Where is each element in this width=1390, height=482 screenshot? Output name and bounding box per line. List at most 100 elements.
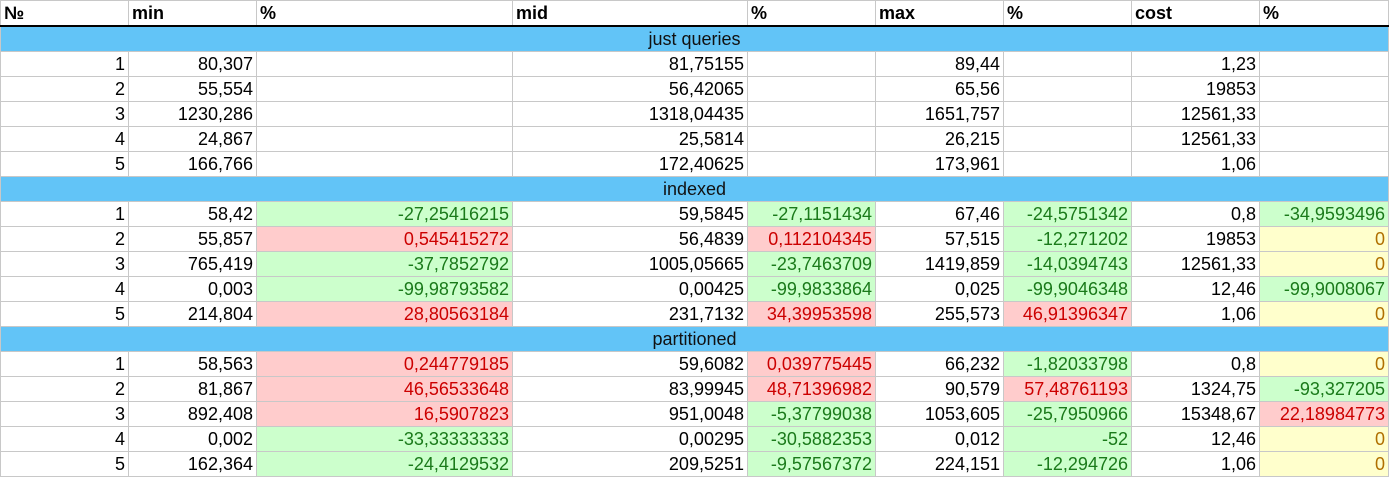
table-cell[interactable]: 0 xyxy=(1259,301,1389,327)
table-cell[interactable] xyxy=(1003,126,1132,152)
table-cell[interactable] xyxy=(1259,51,1389,77)
table-cell[interactable]: 2 xyxy=(0,76,129,102)
table-cell[interactable]: 5 xyxy=(0,151,129,177)
table-cell[interactable]: 173,961 xyxy=(875,151,1004,177)
table-cell[interactable]: 46,91396347 xyxy=(1003,301,1132,327)
table-cell[interactable]: 0,8 xyxy=(1131,351,1260,377)
table-cell[interactable] xyxy=(256,151,513,177)
table-cell[interactable]: 0,00295 xyxy=(512,426,748,452)
table-cell[interactable]: -93,327205 xyxy=(1259,376,1389,402)
table-cell[interactable] xyxy=(1003,76,1132,102)
table-cell[interactable]: 81,867 xyxy=(128,376,257,402)
table-cell[interactable]: -27,1151434 xyxy=(747,201,876,227)
table-cell[interactable]: -1,82033798 xyxy=(1003,351,1132,377)
header-cell-min-pct[interactable]: % xyxy=(256,0,513,27)
table-cell[interactable]: 1053,605 xyxy=(875,401,1004,427)
section-title-cell[interactable]: partitioned xyxy=(0,326,1389,352)
table-cell[interactable]: -12,271202 xyxy=(1003,226,1132,252)
table-cell[interactable] xyxy=(256,51,513,77)
table-cell[interactable]: 25,5814 xyxy=(512,126,748,152)
header-cell-min[interactable]: min xyxy=(128,0,257,27)
table-cell[interactable] xyxy=(256,101,513,127)
header-cell-max[interactable]: max xyxy=(875,0,1004,27)
table-cell[interactable]: 19853 xyxy=(1131,226,1260,252)
table-cell[interactable]: -27,25416215 xyxy=(256,201,513,227)
table-cell[interactable] xyxy=(256,76,513,102)
table-cell[interactable]: 951,0048 xyxy=(512,401,748,427)
table-cell[interactable]: 19853 xyxy=(1131,76,1260,102)
table-cell[interactable]: 5 xyxy=(0,301,129,327)
table-cell[interactable]: -34,9593496 xyxy=(1259,201,1389,227)
table-cell[interactable]: 59,5845 xyxy=(512,201,748,227)
table-cell[interactable]: 0 xyxy=(1259,426,1389,452)
table-cell[interactable] xyxy=(1259,101,1389,127)
table-cell[interactable] xyxy=(747,76,876,102)
table-cell[interactable]: 57,48761193 xyxy=(1003,376,1132,402)
table-cell[interactable]: 24,867 xyxy=(128,126,257,152)
table-cell[interactable]: 4 xyxy=(0,276,129,302)
table-cell[interactable]: 58,563 xyxy=(128,351,257,377)
table-cell[interactable]: -52 xyxy=(1003,426,1132,452)
table-cell[interactable]: 5 xyxy=(0,451,129,477)
table-cell[interactable]: 26,215 xyxy=(875,126,1004,152)
table-cell[interactable]: -12,294726 xyxy=(1003,451,1132,477)
table-cell[interactable]: 12561,33 xyxy=(1131,251,1260,277)
table-cell[interactable] xyxy=(1259,151,1389,177)
table-cell[interactable]: -99,9833864 xyxy=(747,276,876,302)
table-cell[interactable] xyxy=(747,151,876,177)
table-cell[interactable]: -24,5751342 xyxy=(1003,201,1132,227)
section-title-cell[interactable]: indexed xyxy=(0,176,1389,202)
table-cell[interactable]: 90,579 xyxy=(875,376,1004,402)
table-cell[interactable]: 3 xyxy=(0,251,129,277)
table-cell[interactable]: 1,06 xyxy=(1131,301,1260,327)
table-cell[interactable]: 209,5251 xyxy=(512,451,748,477)
table-cell[interactable]: 12,46 xyxy=(1131,276,1260,302)
table-cell[interactable]: -14,0394743 xyxy=(1003,251,1132,277)
table-cell[interactable]: 1324,75 xyxy=(1131,376,1260,402)
table-cell[interactable] xyxy=(747,101,876,127)
table-cell[interactable]: 1,06 xyxy=(1131,451,1260,477)
table-cell[interactable]: 65,56 xyxy=(875,76,1004,102)
table-cell[interactable]: -25,7950966 xyxy=(1003,401,1132,427)
table-cell[interactable]: 56,4839 xyxy=(512,226,748,252)
table-cell[interactable]: 3 xyxy=(0,401,129,427)
table-cell[interactable]: 1 xyxy=(0,351,129,377)
table-cell[interactable]: 56,42065 xyxy=(512,76,748,102)
table-cell[interactable]: 0 xyxy=(1259,451,1389,477)
table-cell[interactable]: 224,151 xyxy=(875,451,1004,477)
header-cell-max-pct[interactable]: % xyxy=(1003,0,1132,27)
table-cell[interactable]: 765,419 xyxy=(128,251,257,277)
table-cell[interactable]: 1230,286 xyxy=(128,101,257,127)
table-cell[interactable] xyxy=(747,51,876,77)
table-cell[interactable]: 892,408 xyxy=(128,401,257,427)
table-cell[interactable]: 12561,33 xyxy=(1131,126,1260,152)
header-cell-cost[interactable]: cost xyxy=(1131,0,1260,27)
table-cell[interactable]: 1 xyxy=(0,51,129,77)
header-cell-mid-pct[interactable]: % xyxy=(747,0,876,27)
table-cell[interactable]: 0,00425 xyxy=(512,276,748,302)
table-cell[interactable]: 66,232 xyxy=(875,351,1004,377)
table-cell[interactable]: 1,23 xyxy=(1131,51,1260,77)
table-cell[interactable]: 12,46 xyxy=(1131,426,1260,452)
header-cell-mid[interactable]: mid xyxy=(512,0,748,27)
table-cell[interactable]: 4 xyxy=(0,426,129,452)
table-cell[interactable]: -30,5882353 xyxy=(747,426,876,452)
table-cell[interactable]: 1 xyxy=(0,201,129,227)
table-cell[interactable]: 0,8 xyxy=(1131,201,1260,227)
table-cell[interactable]: 81,75155 xyxy=(512,51,748,77)
table-cell[interactable]: 162,364 xyxy=(128,451,257,477)
table-cell[interactable]: 55,554 xyxy=(128,76,257,102)
table-cell[interactable]: 2 xyxy=(0,226,129,252)
table-cell[interactable]: 55,857 xyxy=(128,226,257,252)
table-cell[interactable] xyxy=(1003,51,1132,77)
table-cell[interactable]: 2 xyxy=(0,376,129,402)
table-cell[interactable]: 28,80563184 xyxy=(256,301,513,327)
table-cell[interactable]: 1419,859 xyxy=(875,251,1004,277)
table-cell[interactable]: 4 xyxy=(0,126,129,152)
table-cell[interactable] xyxy=(1259,76,1389,102)
table-cell[interactable]: 0 xyxy=(1259,251,1389,277)
table-cell[interactable]: 0,003 xyxy=(128,276,257,302)
table-cell[interactable]: 67,46 xyxy=(875,201,1004,227)
table-cell[interactable]: 172,40625 xyxy=(512,151,748,177)
table-cell[interactable]: 0,039775445 xyxy=(747,351,876,377)
